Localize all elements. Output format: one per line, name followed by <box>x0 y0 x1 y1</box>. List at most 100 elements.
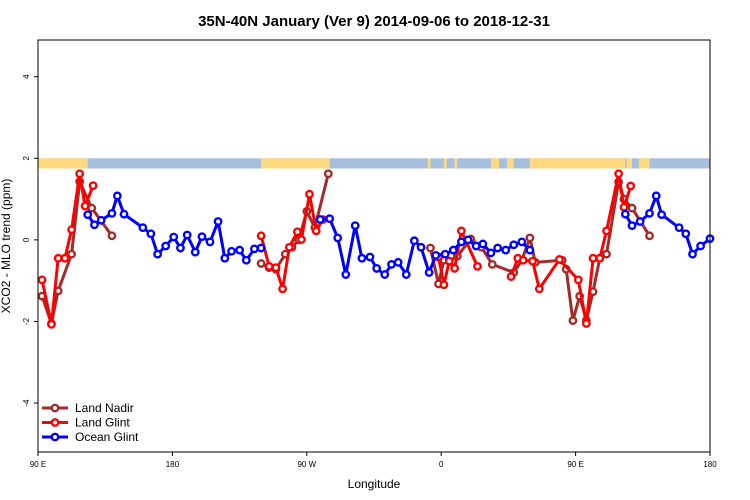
data-point <box>153 249 163 259</box>
data-point <box>681 229 691 239</box>
data-point <box>688 249 697 259</box>
data-point <box>315 215 325 224</box>
data-point <box>518 255 528 265</box>
data-point <box>506 272 516 281</box>
data-point <box>555 255 564 264</box>
ocean-bar <box>38 158 710 169</box>
legend-entry: Land Glint <box>42 416 130 430</box>
land-segment <box>443 158 447 169</box>
x-tick-label: 0 <box>439 460 444 469</box>
data-point <box>284 242 294 252</box>
series-land-nadir <box>37 169 654 328</box>
data-point <box>393 257 403 267</box>
data-point <box>256 231 266 241</box>
data-point <box>333 233 343 243</box>
data-point <box>365 252 375 262</box>
data-point <box>635 217 645 226</box>
data-point <box>626 181 636 191</box>
data-point <box>487 259 497 269</box>
data-point <box>372 264 382 273</box>
series-line <box>259 192 325 291</box>
series-layer <box>37 169 715 329</box>
data-point <box>581 319 591 328</box>
data-point <box>602 249 611 259</box>
plot-frame <box>37 39 711 453</box>
data-point <box>107 231 117 241</box>
data-point <box>409 236 419 246</box>
data-point <box>213 217 223 226</box>
data-point <box>325 214 335 224</box>
data-point <box>37 275 47 285</box>
y-axis-label: XCO2 - MLO trend (ppm) <box>0 179 13 314</box>
y-tick-label: 4 <box>22 74 31 79</box>
data-point <box>138 223 148 233</box>
data-point <box>197 232 207 242</box>
data-point <box>107 208 117 218</box>
series-line <box>40 172 95 326</box>
data-point <box>534 284 544 294</box>
data-point <box>493 243 503 253</box>
land-segment <box>507 158 514 169</box>
data-point <box>297 235 306 244</box>
data-point <box>456 237 466 247</box>
data-point <box>573 275 583 285</box>
land-segment <box>261 158 330 169</box>
legend-label: Ocean Glint <box>75 430 139 444</box>
chart-title: 35N-40N January (Ver 9) 2014-09-06 to 20… <box>198 13 550 30</box>
data-point <box>478 239 488 249</box>
data-point <box>431 250 441 260</box>
legend-label: Land Glint <box>75 416 130 430</box>
data-point <box>357 253 367 263</box>
data-point <box>509 240 519 250</box>
x-tick-label: 90 E <box>567 460 583 469</box>
data-point <box>53 253 63 263</box>
data-point <box>387 259 396 269</box>
series-ocean-glint <box>83 191 715 279</box>
legend-marker <box>50 403 60 413</box>
data-point <box>256 243 266 253</box>
data-point <box>350 221 360 231</box>
data-point <box>444 256 454 266</box>
data-point <box>463 235 473 245</box>
data-point <box>450 264 460 273</box>
data-point <box>67 249 77 259</box>
data-point <box>161 241 171 251</box>
x-tick-label: 180 <box>703 460 717 469</box>
land-segment <box>626 158 633 169</box>
data-point <box>619 202 629 212</box>
data-point <box>448 245 458 255</box>
data-point <box>620 209 630 219</box>
data-point <box>651 191 661 201</box>
data-point <box>264 261 274 271</box>
data-point <box>627 221 637 231</box>
data-point <box>305 189 314 199</box>
data-point <box>227 246 236 256</box>
y-tick-label: -4 <box>22 399 31 407</box>
data-point <box>416 242 426 252</box>
data-point <box>486 248 496 258</box>
land-segment <box>454 158 458 169</box>
data-point <box>341 270 351 279</box>
data-point <box>657 210 667 219</box>
data-point <box>205 237 215 247</box>
series-line <box>437 229 479 287</box>
data-point <box>80 201 90 211</box>
land-segment <box>490 158 499 169</box>
data-point <box>602 226 611 236</box>
data-point <box>88 181 98 191</box>
data-point <box>614 169 624 179</box>
data-point <box>256 259 266 268</box>
data-point <box>75 169 85 179</box>
data-point <box>60 253 70 263</box>
data-point <box>292 227 302 237</box>
data-point <box>568 316 578 326</box>
land-segment <box>427 158 431 169</box>
data-point <box>674 223 684 233</box>
data-point <box>525 233 535 243</box>
data-point <box>645 231 654 241</box>
data-point <box>146 229 156 239</box>
data-point <box>424 268 434 277</box>
series-land-glint <box>37 169 636 329</box>
data-point <box>401 270 411 279</box>
data-point <box>528 256 537 266</box>
